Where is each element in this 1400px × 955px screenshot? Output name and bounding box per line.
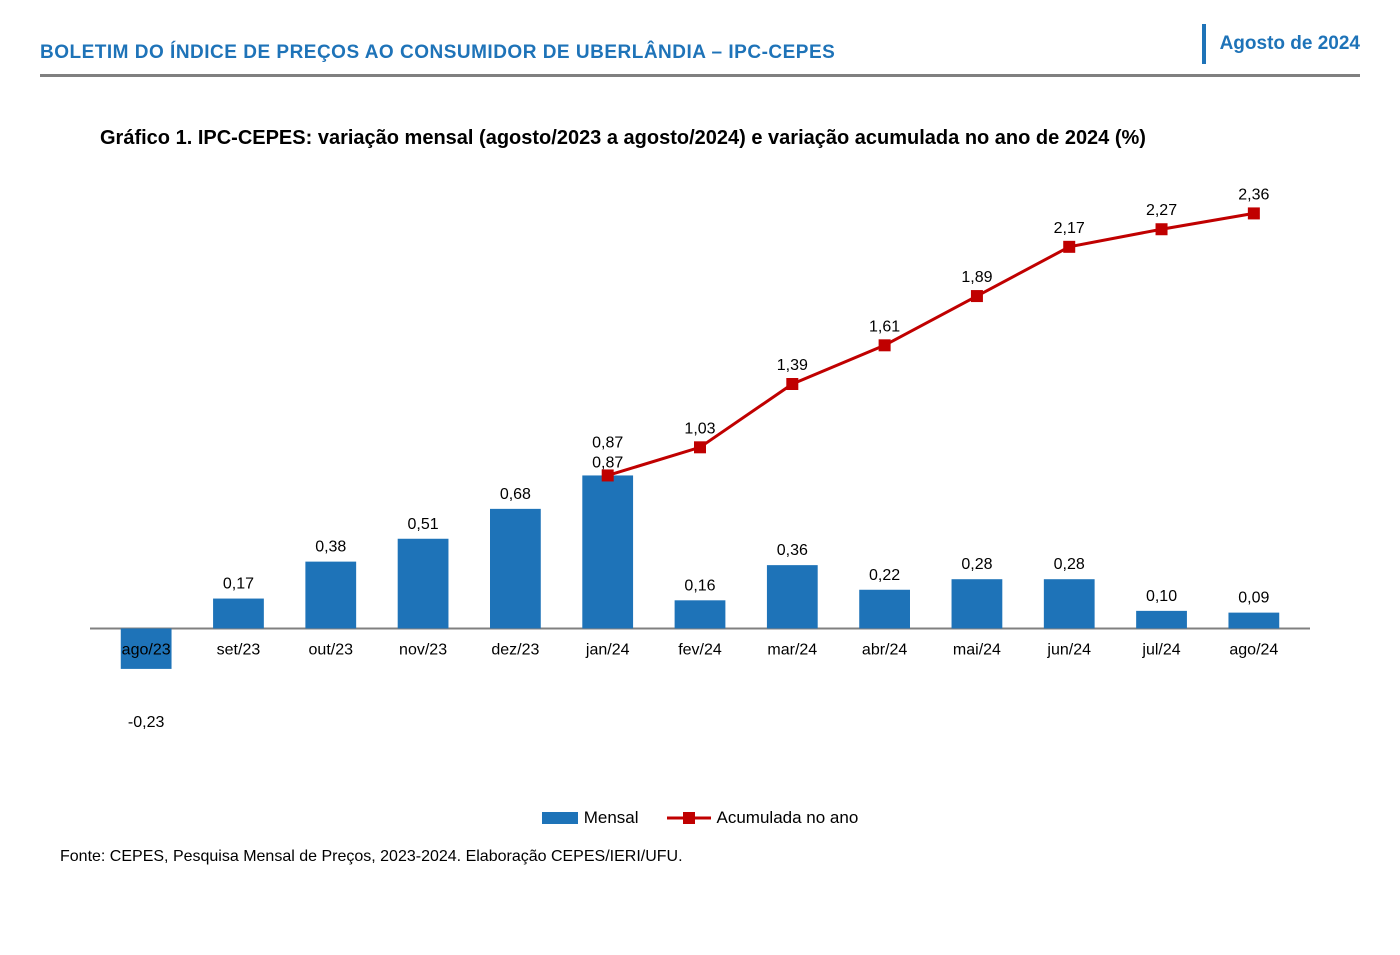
- line-label: 2,27: [1146, 202, 1177, 219]
- bar-label: 0,28: [1054, 556, 1085, 573]
- bar-label: 0,36: [777, 542, 808, 559]
- bar: [582, 475, 633, 628]
- bar: [859, 590, 910, 629]
- line-marker: [1156, 223, 1168, 235]
- bar-label: 0,17: [223, 576, 254, 593]
- legend-label-bar: Mensal: [584, 808, 639, 828]
- bar-label: 0,22: [869, 567, 900, 584]
- legend-item-line: Acumulada no ano: [667, 808, 859, 828]
- chart-svg: -0,23 ago/23 0,17 set/23 0,38 out/23 0,51 nov/2…: [70, 160, 1330, 780]
- legend-item-bar: Mensal: [542, 808, 639, 828]
- category-label: mai/24: [953, 641, 1001, 658]
- header-date: Agosto de 2024: [1220, 33, 1360, 55]
- bar: [305, 562, 356, 629]
- line-marker: [602, 469, 614, 481]
- line-label: 1,61: [869, 318, 900, 335]
- bar: [767, 565, 818, 628]
- legend-label-line: Acumulada no ano: [717, 808, 859, 828]
- bar-label: -0,23: [128, 714, 165, 731]
- category-label: jun/24: [1046, 641, 1091, 658]
- line-label: 2,17: [1054, 220, 1085, 237]
- line-marker: [1248, 207, 1260, 219]
- category-label: out/23: [309, 641, 354, 658]
- bar-swatch-icon: [542, 812, 578, 824]
- header-date-wrap: Agosto de 2024: [1202, 24, 1360, 64]
- category-label: ago/23: [122, 641, 171, 658]
- page: BOLETIM DO ÍNDICE DE PREÇOS AO CONSUMIDO…: [0, 0, 1400, 955]
- line-marker: [786, 378, 798, 390]
- header-rule: [40, 74, 1360, 77]
- bar-label: 0,09: [1238, 590, 1269, 607]
- bar: [952, 579, 1003, 628]
- chart-title: Gráfico 1. IPC-CEPES: variação mensal (a…: [100, 127, 1360, 150]
- header-title: BOLETIM DO ÍNDICE DE PREÇOS AO CONSUMIDO…: [40, 42, 835, 64]
- legend: Mensal Acumulada no ano: [40, 808, 1360, 828]
- bar-label: 0,38: [315, 539, 346, 556]
- category-label: set/23: [217, 641, 261, 658]
- line-marker: [694, 441, 706, 453]
- bar: [675, 600, 726, 628]
- category-label: mar/24: [767, 641, 817, 658]
- category-label: jul/24: [1141, 641, 1180, 658]
- bar: [398, 539, 449, 629]
- bar: [213, 599, 264, 629]
- line-swatch-icon: [667, 811, 711, 825]
- bar: [490, 509, 541, 629]
- bar-label: 0,28: [961, 556, 992, 573]
- bar-label: 0,10: [1146, 588, 1177, 605]
- line-label: 1,89: [961, 269, 992, 286]
- line-label: 2,36: [1238, 186, 1269, 203]
- category-label: fev/24: [678, 641, 722, 658]
- bar: [1044, 579, 1095, 628]
- source-note: Fonte: CEPES, Pesquisa Mensal de Preços,…: [60, 848, 1360, 866]
- line-marker: [879, 339, 891, 351]
- bar: [1228, 613, 1279, 629]
- category-label: abr/24: [862, 641, 907, 658]
- bar-label: 0,51: [408, 516, 439, 533]
- category-label: dez/23: [491, 641, 539, 658]
- category-label: nov/23: [399, 641, 447, 658]
- bar-label: 0,16: [684, 577, 715, 594]
- bar: [1136, 611, 1187, 629]
- line-marker: [971, 290, 983, 302]
- category-label: ago/24: [1229, 641, 1278, 658]
- bar-label: 0,68: [500, 486, 531, 503]
- line-label: 1,03: [684, 420, 715, 437]
- line-marker: [1063, 241, 1075, 253]
- bar-label: 0,87: [592, 454, 623, 471]
- header: BOLETIM DO ÍNDICE DE PREÇOS AO CONSUMIDO…: [40, 24, 1360, 74]
- category-label: jan/24: [585, 641, 630, 658]
- chart: -0,23 ago/23 0,17 set/23 0,38 out/23 0,51 nov/2…: [70, 160, 1330, 780]
- line-label: 0,87: [592, 434, 623, 451]
- line-label: 1,39: [777, 357, 808, 374]
